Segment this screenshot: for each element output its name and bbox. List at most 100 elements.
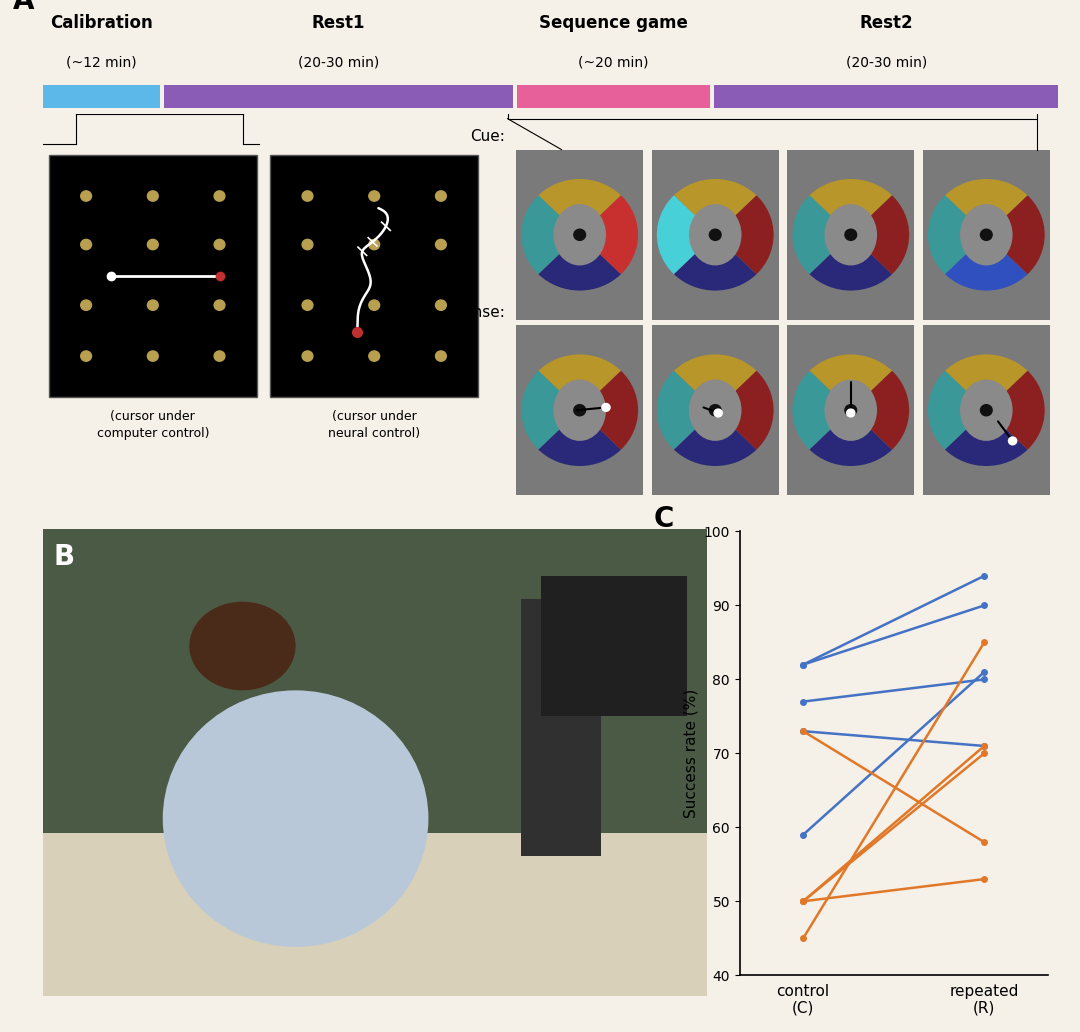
FancyBboxPatch shape xyxy=(49,155,257,397)
Circle shape xyxy=(81,300,92,311)
Circle shape xyxy=(214,191,225,201)
Wedge shape xyxy=(539,251,621,291)
Circle shape xyxy=(147,300,158,311)
Ellipse shape xyxy=(960,204,1013,265)
FancyBboxPatch shape xyxy=(652,325,779,495)
Wedge shape xyxy=(810,426,892,466)
Wedge shape xyxy=(674,179,756,219)
Wedge shape xyxy=(810,179,892,219)
FancyBboxPatch shape xyxy=(516,150,644,320)
Text: (20-30 min): (20-30 min) xyxy=(298,55,379,69)
Ellipse shape xyxy=(553,380,606,441)
Text: A: A xyxy=(13,0,35,15)
Text: (cursor under
computer control): (cursor under computer control) xyxy=(96,410,210,440)
Wedge shape xyxy=(674,354,756,394)
Circle shape xyxy=(435,351,446,361)
Text: (cursor under
neural control): (cursor under neural control) xyxy=(328,410,420,440)
Wedge shape xyxy=(732,195,773,275)
Wedge shape xyxy=(945,251,1027,291)
Wedge shape xyxy=(674,426,756,466)
Circle shape xyxy=(710,405,721,416)
FancyBboxPatch shape xyxy=(787,150,915,320)
Text: Calibration: Calibration xyxy=(50,14,153,32)
Wedge shape xyxy=(596,195,638,275)
Text: Rest2: Rest2 xyxy=(860,14,913,32)
Wedge shape xyxy=(945,354,1027,394)
Wedge shape xyxy=(867,370,909,450)
Wedge shape xyxy=(674,251,756,291)
Polygon shape xyxy=(43,833,707,996)
Circle shape xyxy=(81,191,92,201)
Ellipse shape xyxy=(689,204,742,265)
Wedge shape xyxy=(596,370,638,450)
Circle shape xyxy=(214,239,225,250)
FancyBboxPatch shape xyxy=(787,325,915,495)
Wedge shape xyxy=(810,251,892,291)
Wedge shape xyxy=(732,370,773,450)
Ellipse shape xyxy=(553,204,606,265)
Circle shape xyxy=(81,239,92,250)
Wedge shape xyxy=(945,179,1027,219)
Text: (~12 min): (~12 min) xyxy=(66,55,137,69)
Wedge shape xyxy=(539,179,621,219)
Ellipse shape xyxy=(163,690,429,947)
Wedge shape xyxy=(1003,195,1044,275)
FancyBboxPatch shape xyxy=(43,85,160,108)
Circle shape xyxy=(214,351,225,361)
Circle shape xyxy=(81,351,92,361)
Circle shape xyxy=(1009,437,1016,445)
Ellipse shape xyxy=(189,602,296,690)
Ellipse shape xyxy=(824,204,877,265)
FancyBboxPatch shape xyxy=(517,85,710,108)
Ellipse shape xyxy=(960,380,1013,441)
Circle shape xyxy=(573,229,585,240)
Wedge shape xyxy=(539,426,621,466)
Circle shape xyxy=(573,405,585,416)
Wedge shape xyxy=(522,370,563,450)
Circle shape xyxy=(302,351,313,361)
Circle shape xyxy=(981,405,993,416)
Circle shape xyxy=(435,191,446,201)
Text: (20-30 min): (20-30 min) xyxy=(846,55,927,69)
FancyBboxPatch shape xyxy=(714,85,1058,108)
Circle shape xyxy=(981,229,993,240)
Circle shape xyxy=(710,229,721,240)
Circle shape xyxy=(847,409,855,417)
Wedge shape xyxy=(928,370,970,450)
Circle shape xyxy=(435,300,446,311)
Circle shape xyxy=(845,405,856,416)
Wedge shape xyxy=(539,354,621,394)
Circle shape xyxy=(602,404,610,412)
Circle shape xyxy=(369,239,380,250)
Circle shape xyxy=(147,351,158,361)
Text: C: C xyxy=(653,505,674,533)
Text: B: B xyxy=(53,544,75,572)
Ellipse shape xyxy=(824,380,877,441)
Wedge shape xyxy=(867,195,909,275)
Wedge shape xyxy=(1003,370,1044,450)
Bar xyxy=(541,576,688,716)
Bar xyxy=(522,600,602,856)
FancyBboxPatch shape xyxy=(164,85,513,108)
FancyBboxPatch shape xyxy=(652,150,779,320)
Circle shape xyxy=(147,191,158,201)
Wedge shape xyxy=(657,195,699,275)
Wedge shape xyxy=(928,195,970,275)
Wedge shape xyxy=(945,426,1027,466)
Text: Sequence game: Sequence game xyxy=(539,14,688,32)
Circle shape xyxy=(714,409,723,417)
Circle shape xyxy=(845,229,856,240)
FancyBboxPatch shape xyxy=(923,325,1050,495)
Text: Rest1: Rest1 xyxy=(312,14,365,32)
Text: Response:: Response: xyxy=(427,304,505,320)
Wedge shape xyxy=(810,354,892,394)
Ellipse shape xyxy=(689,380,742,441)
Y-axis label: Success rate (%): Success rate (%) xyxy=(684,688,698,818)
Circle shape xyxy=(302,300,313,311)
FancyBboxPatch shape xyxy=(516,325,644,495)
Circle shape xyxy=(147,239,158,250)
Circle shape xyxy=(369,351,380,361)
Wedge shape xyxy=(657,370,699,450)
Wedge shape xyxy=(793,370,834,450)
FancyBboxPatch shape xyxy=(270,155,478,397)
